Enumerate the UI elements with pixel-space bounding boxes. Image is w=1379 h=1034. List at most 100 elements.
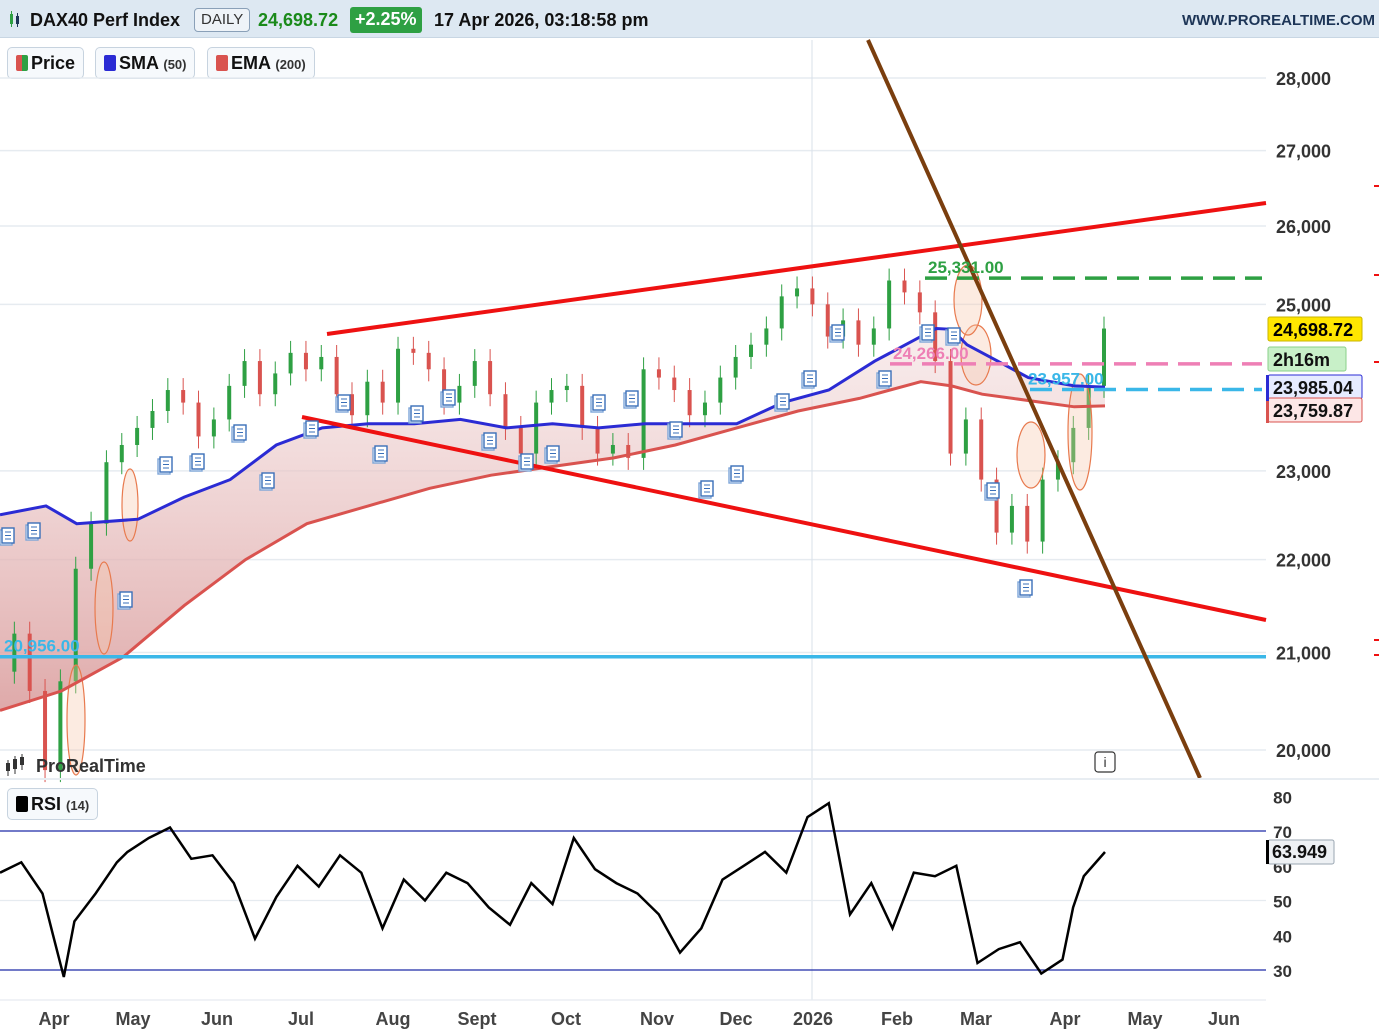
- axis-value-text: 23,759.87: [1273, 401, 1353, 421]
- price-axis-labels: 24,698.72 2h16m 23,985.04 23,759.87: [1266, 185, 1379, 656]
- news-doc-icon: [189, 453, 205, 472]
- price-candles: [12, 268, 1106, 783]
- legend-price[interactable]: Price: [7, 47, 85, 79]
- legend-sma[interactable]: SMA (50): [95, 47, 196, 79]
- horizontal-levels: [0, 276, 1266, 659]
- news-doc-icon: [372, 445, 388, 464]
- candle-body: [1071, 427, 1076, 463]
- legend-ema[interactable]: EMA (200): [207, 47, 315, 79]
- rsi-tick-label: 60: [1273, 858, 1292, 877]
- candle-body: [12, 633, 17, 672]
- price-pane: 25,331.00 24,266.00 23,957.00 20,956.00 28,…: [0, 39, 1379, 1000]
- prorealtime-logo-icon: [6, 754, 24, 776]
- last-price: 24,698.72: [258, 10, 339, 30]
- ma-band-fill: [0, 328, 1105, 711]
- news-doc-back: [303, 422, 317, 439]
- candle-body: [503, 394, 508, 428]
- website-link[interactable]: WWW.PROREALTIME.COM: [1181, 12, 1375, 29]
- candle-body: [1040, 479, 1045, 542]
- candle-body: [764, 328, 769, 345]
- candle-body: [534, 402, 539, 454]
- news-doc-back: [1017, 581, 1031, 598]
- level-label: 24,266.00: [893, 344, 969, 363]
- candle-body: [933, 312, 938, 362]
- x-tick-label: May: [1127, 1009, 1162, 1029]
- news-doc-back: [117, 593, 131, 610]
- highlight-oval: [960, 324, 992, 386]
- candle-body: [580, 385, 585, 428]
- channel-upper-line[interactable]: [326, 201, 1267, 336]
- candle-body: [73, 568, 78, 682]
- legend-rsi[interactable]: RSI (14): [7, 788, 99, 820]
- y-tick-label: 27,000: [1276, 142, 1331, 162]
- news-doc-icon: [544, 445, 560, 464]
- candle-body: [58, 681, 63, 771]
- channel-lower-line[interactable]: [301, 415, 1267, 622]
- news-doc-front: [947, 327, 961, 344]
- highlight-oval: [953, 264, 983, 336]
- x-tick-label: Nov: [640, 1009, 674, 1029]
- news-doc-icon: [259, 472, 275, 491]
- rsi-line: [0, 801, 1106, 978]
- news-doc-back: [481, 434, 495, 451]
- x-tick-label: Sept: [457, 1009, 496, 1029]
- x-tick-label: Jun: [201, 1009, 233, 1029]
- candle-body: [1102, 328, 1106, 386]
- candle-body: [227, 385, 232, 420]
- candle-body: [902, 280, 907, 293]
- candle-body: [319, 356, 324, 370]
- news-doc-back: [372, 447, 386, 464]
- candle-body: [396, 348, 401, 403]
- candle-body: [257, 361, 262, 395]
- legend-sma-label: SMA: [119, 53, 159, 73]
- news-doc-front: [700, 480, 714, 497]
- info-button[interactable]: i: [1094, 751, 1116, 773]
- timestamp: 17 Apr 2026, 03:18:58 pm: [434, 10, 649, 30]
- rsi-swatch-icon: [16, 796, 28, 812]
- news-doc-icon: [919, 324, 935, 343]
- candle-body: [795, 288, 800, 297]
- news-doc-icon: [335, 394, 351, 413]
- level-label: 23,957.00: [1028, 369, 1104, 388]
- highlight-oval: [66, 664, 86, 776]
- news-doc-front: [233, 424, 247, 441]
- trend-line-brown[interactable]: [866, 39, 1202, 779]
- candle-body: [917, 292, 922, 313]
- candle-body: [702, 402, 707, 416]
- y-tick-label: 25,000: [1276, 295, 1331, 315]
- candle-body: [457, 385, 462, 403]
- news-doc-back: [667, 423, 681, 440]
- sma-50-line: [0, 326, 1106, 526]
- x-tick-label: 2026: [793, 1009, 833, 1029]
- news-doc-back: [259, 474, 273, 491]
- news-doc-back: [544, 447, 558, 464]
- rsi-gridlines: [0, 830, 1266, 1001]
- news-doc-front: [191, 453, 205, 470]
- instrument-title[interactable]: DAX40 Perf Index: [30, 10, 181, 30]
- news-doc-back: [984, 484, 998, 501]
- news-doc-back: [231, 426, 245, 443]
- candle-body: [994, 479, 999, 533]
- candle-body: [165, 390, 170, 411]
- rsi-axis: 80 70 60 50 40 30: [1273, 788, 1292, 981]
- rsi-value-label: 63.949: [1266, 839, 1335, 865]
- news-doc-icon: [623, 390, 639, 409]
- news-doc-icon: [1017, 579, 1033, 598]
- axis-value-badge: [1267, 397, 1363, 423]
- candle-body: [426, 352, 431, 370]
- price-swatch-icon: [16, 55, 28, 71]
- info-icon: i: [1103, 754, 1106, 770]
- rsi-tick-label: 30: [1273, 962, 1292, 981]
- x-tick-label: Dec: [719, 1009, 752, 1029]
- candle-body: [871, 328, 876, 345]
- news-doc-back: [829, 326, 843, 343]
- candle-body: [779, 296, 784, 329]
- news-doc-back: [590, 396, 604, 413]
- rsi-value-text: 63.949: [1272, 842, 1327, 862]
- candle-body: [288, 352, 293, 374]
- timeframe-badge[interactable]: DAILY: [194, 8, 251, 32]
- rsi-axis-marker: [1266, 840, 1269, 865]
- news-doc-front: [625, 390, 639, 407]
- news-doc-front: [831, 324, 845, 341]
